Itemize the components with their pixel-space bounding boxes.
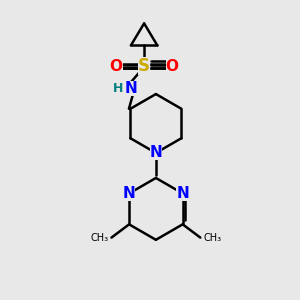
- Text: H: H: [112, 82, 123, 95]
- Text: CH₃: CH₃: [203, 232, 221, 243]
- Text: O: O: [166, 58, 178, 74]
- Text: CH₃: CH₃: [90, 232, 109, 243]
- Text: O: O: [110, 58, 123, 74]
- Text: N: N: [124, 81, 137, 96]
- Text: N: N: [123, 186, 136, 201]
- Text: S: S: [138, 57, 150, 75]
- Text: N: N: [149, 146, 162, 160]
- Text: N: N: [176, 186, 189, 201]
